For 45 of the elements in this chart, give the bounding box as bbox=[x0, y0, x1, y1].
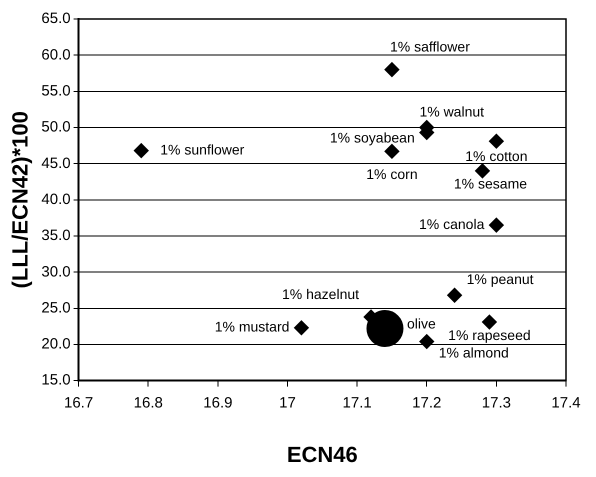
point bbox=[488, 218, 504, 233]
series-label: 1% canola bbox=[418, 216, 485, 232]
y-tick-label: 50.0 bbox=[41, 118, 71, 136]
x-tick-label: 17 bbox=[279, 394, 296, 412]
series-label: 1% cotton bbox=[465, 148, 528, 164]
y-tick-label: 30.0 bbox=[41, 263, 71, 280]
point bbox=[488, 134, 504, 149]
series-label: 1% rapeseed bbox=[448, 326, 531, 343]
series-label: olive bbox=[406, 315, 436, 332]
series-label: 1% mustard bbox=[214, 318, 290, 335]
point bbox=[294, 320, 309, 336]
point bbox=[482, 314, 497, 330]
point bbox=[134, 143, 149, 158]
y-axis-title: (LLL/ECN42)*100 bbox=[7, 111, 32, 288]
x-tick-label: 17.4 bbox=[551, 394, 581, 412]
series-label: 1% almond bbox=[438, 344, 509, 360]
x-tick-label: 16.7 bbox=[64, 394, 94, 412]
y-tick-label: 40.0 bbox=[41, 190, 71, 208]
series-label: 1% sesame bbox=[454, 176, 528, 192]
y-tick-label: 55.0 bbox=[41, 82, 71, 100]
y-tick-label: 15.0 bbox=[41, 372, 71, 389]
y-tick-label: 60.0 bbox=[41, 46, 71, 64]
series-label: 1% sunflower bbox=[160, 141, 245, 158]
series-label: 1% peanut bbox=[466, 271, 534, 288]
x-tick-label: 17.1 bbox=[342, 394, 372, 412]
x-tick-label: 17.2 bbox=[412, 394, 442, 412]
x-tick-label: 16.9 bbox=[203, 394, 232, 412]
series-label: 1% corn bbox=[366, 166, 418, 182]
y-tick-label: 20.0 bbox=[41, 336, 71, 353]
y-tick-label: 25.0 bbox=[41, 299, 71, 316]
y-tick-label: 35.0 bbox=[41, 227, 71, 244]
series-label: 1% hazelnut bbox=[282, 286, 360, 302]
x-tick-label: 17.3 bbox=[482, 394, 511, 412]
point bbox=[419, 334, 434, 350]
x-tick-label: 16.8 bbox=[134, 394, 163, 412]
series-label: 1% safflower bbox=[390, 38, 470, 54]
series-label: 1% soyabean bbox=[330, 129, 415, 146]
y-tick-label: 45.0 bbox=[41, 154, 71, 172]
series-label: 1% walnut bbox=[419, 103, 484, 120]
point bbox=[366, 310, 404, 348]
point bbox=[447, 288, 462, 303]
x-axis-title: ECN46 bbox=[286, 442, 358, 467]
y-tick-label: 65.0 bbox=[41, 10, 71, 28]
point bbox=[384, 62, 400, 78]
point bbox=[474, 163, 490, 178]
